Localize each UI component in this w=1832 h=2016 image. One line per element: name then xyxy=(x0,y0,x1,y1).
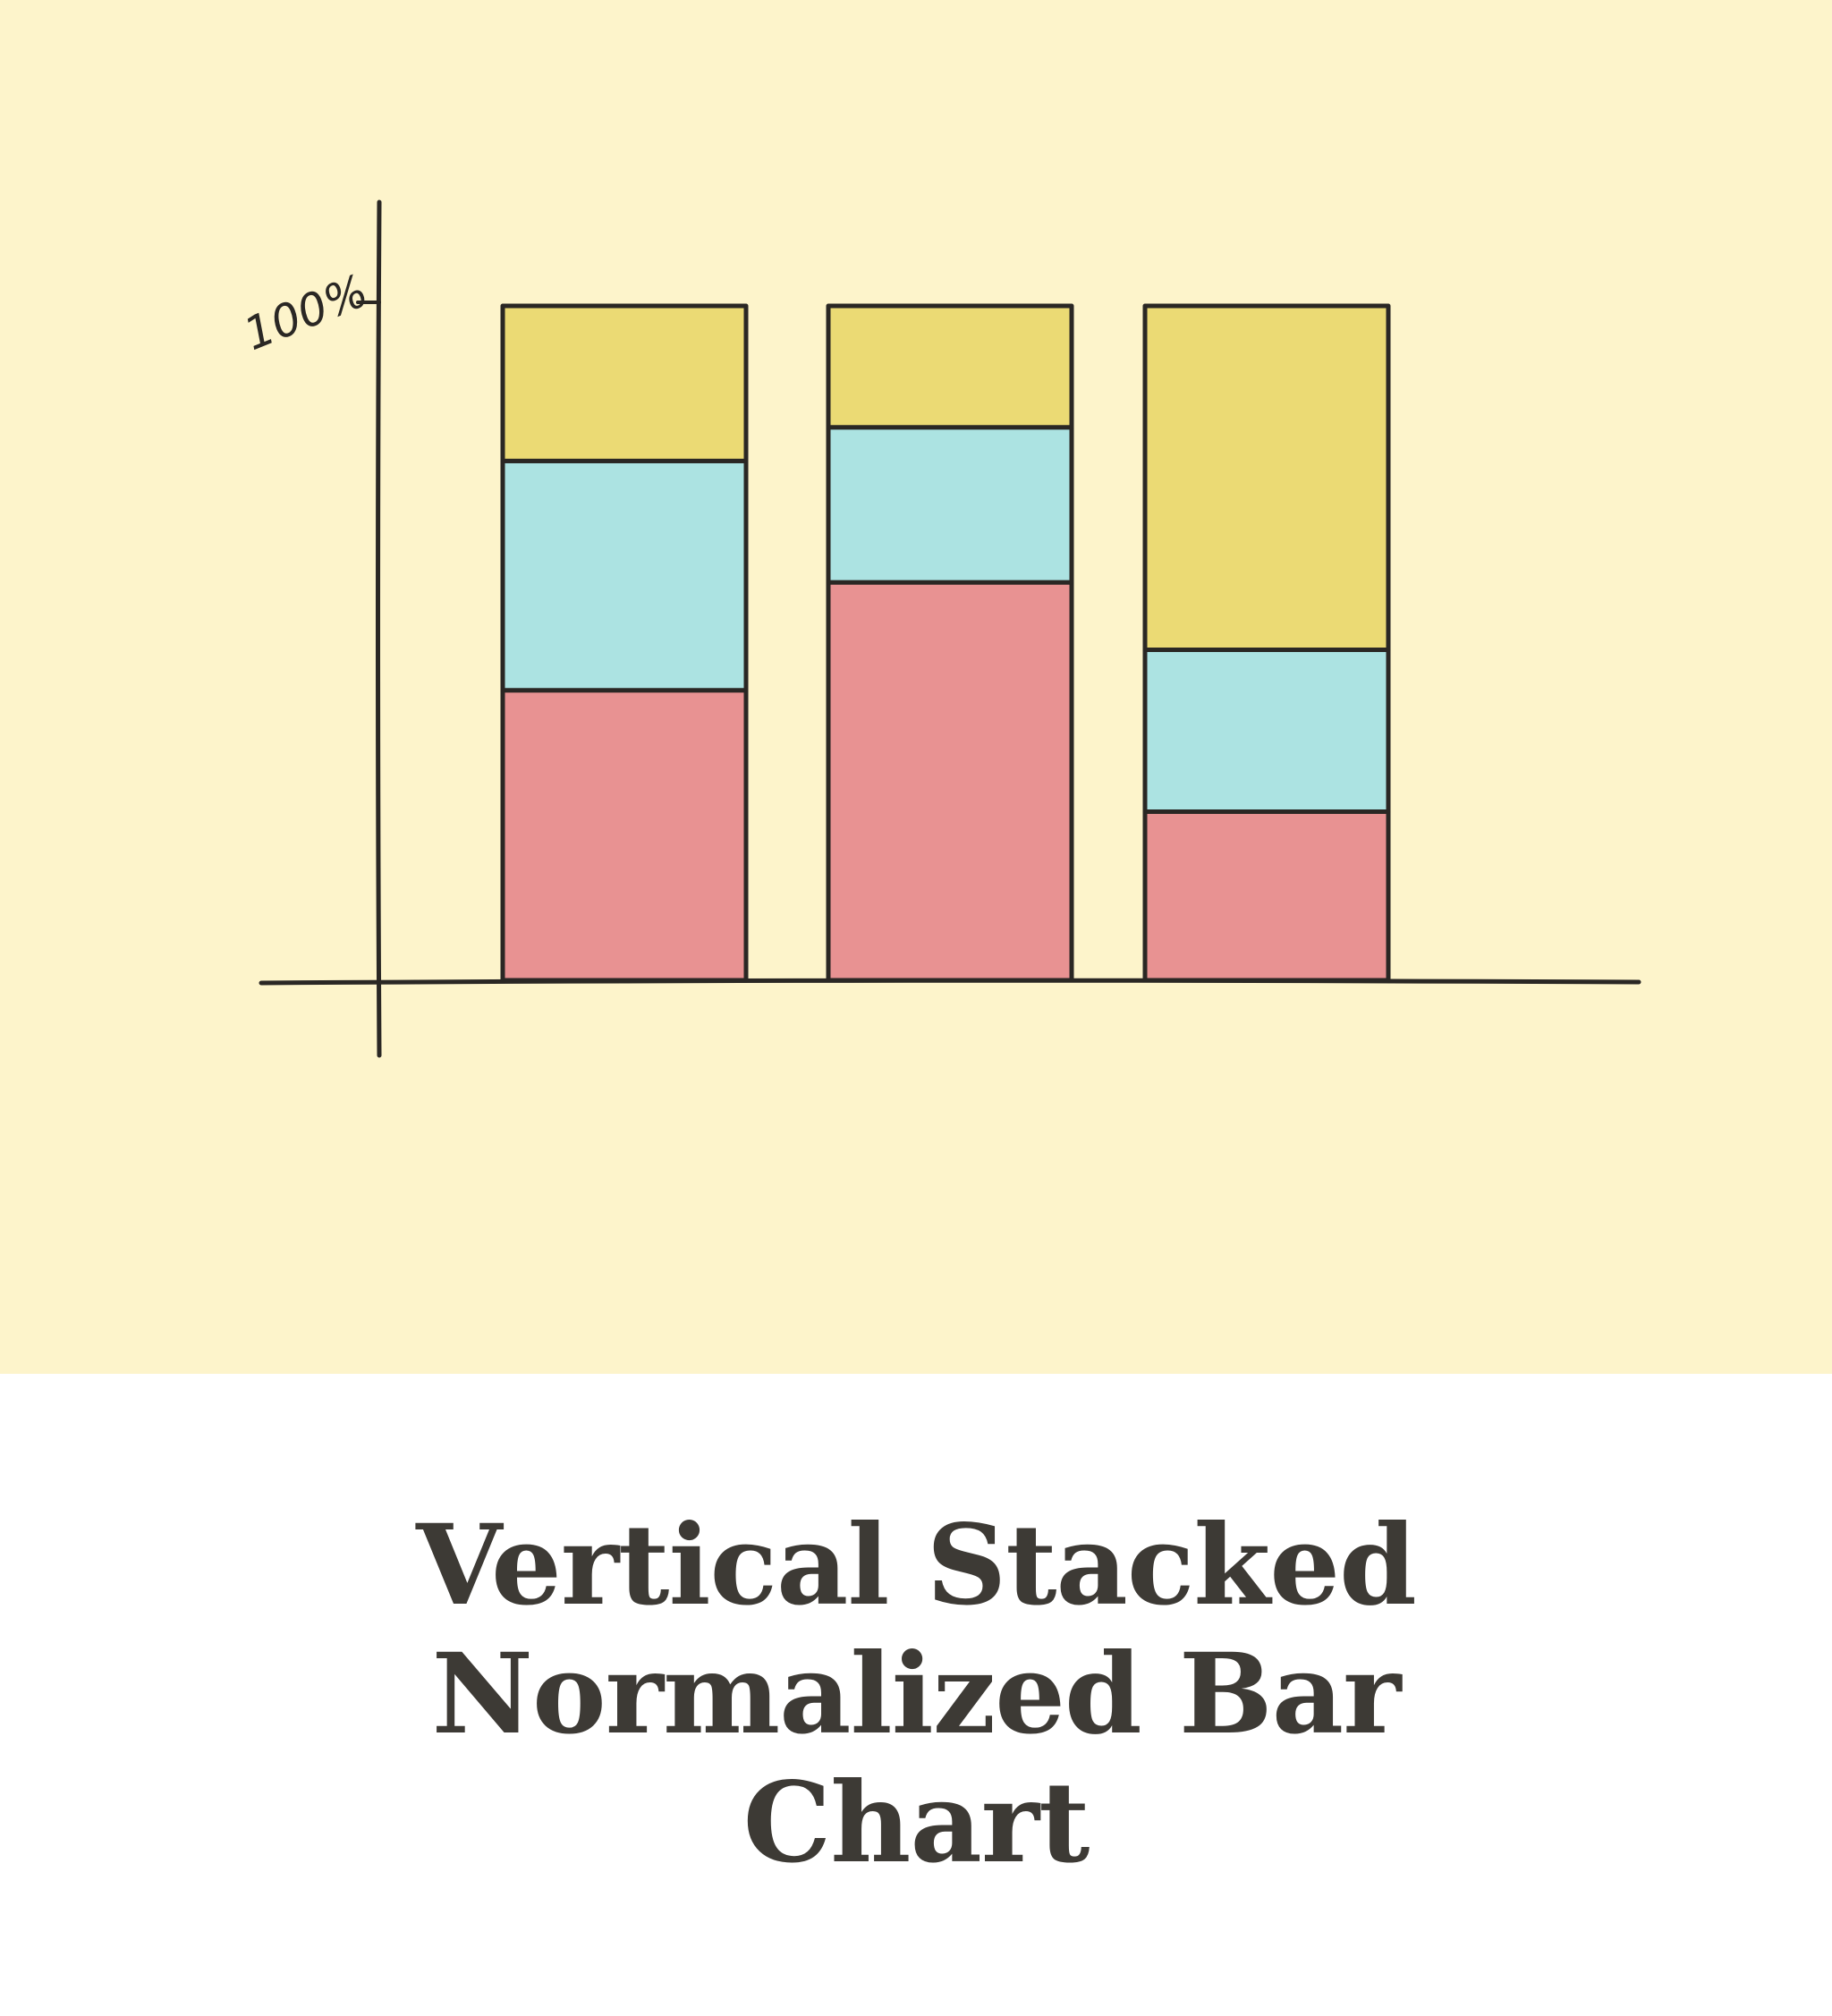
bar-3-segment-2 xyxy=(1142,648,1391,814)
caption-area: Vertical Stacked Normalized Bar Chart xyxy=(0,1374,1832,2016)
chart-title-caption: Vertical Stacked Normalized Bar Chart xyxy=(416,1501,1417,1888)
x-axis-line xyxy=(259,978,1641,986)
bar-2-segment-1 xyxy=(826,580,1074,983)
bar-1-segment-3 xyxy=(500,303,749,463)
bar-2-segment-3 xyxy=(826,303,1074,430)
bar-2-segment-2 xyxy=(826,425,1074,585)
bar-3-segment-1 xyxy=(1142,809,1391,983)
bar-1-segment-1 xyxy=(500,688,749,983)
bar-3-segment-3 xyxy=(1142,303,1391,653)
chart-panel: 100% xyxy=(0,0,1832,1374)
bar-1-segment-2 xyxy=(500,458,749,693)
y-axis-line xyxy=(376,199,382,1058)
y-tick-label-1: 100% xyxy=(237,265,375,360)
stacked-bar-chart: 100% xyxy=(237,199,1641,1058)
